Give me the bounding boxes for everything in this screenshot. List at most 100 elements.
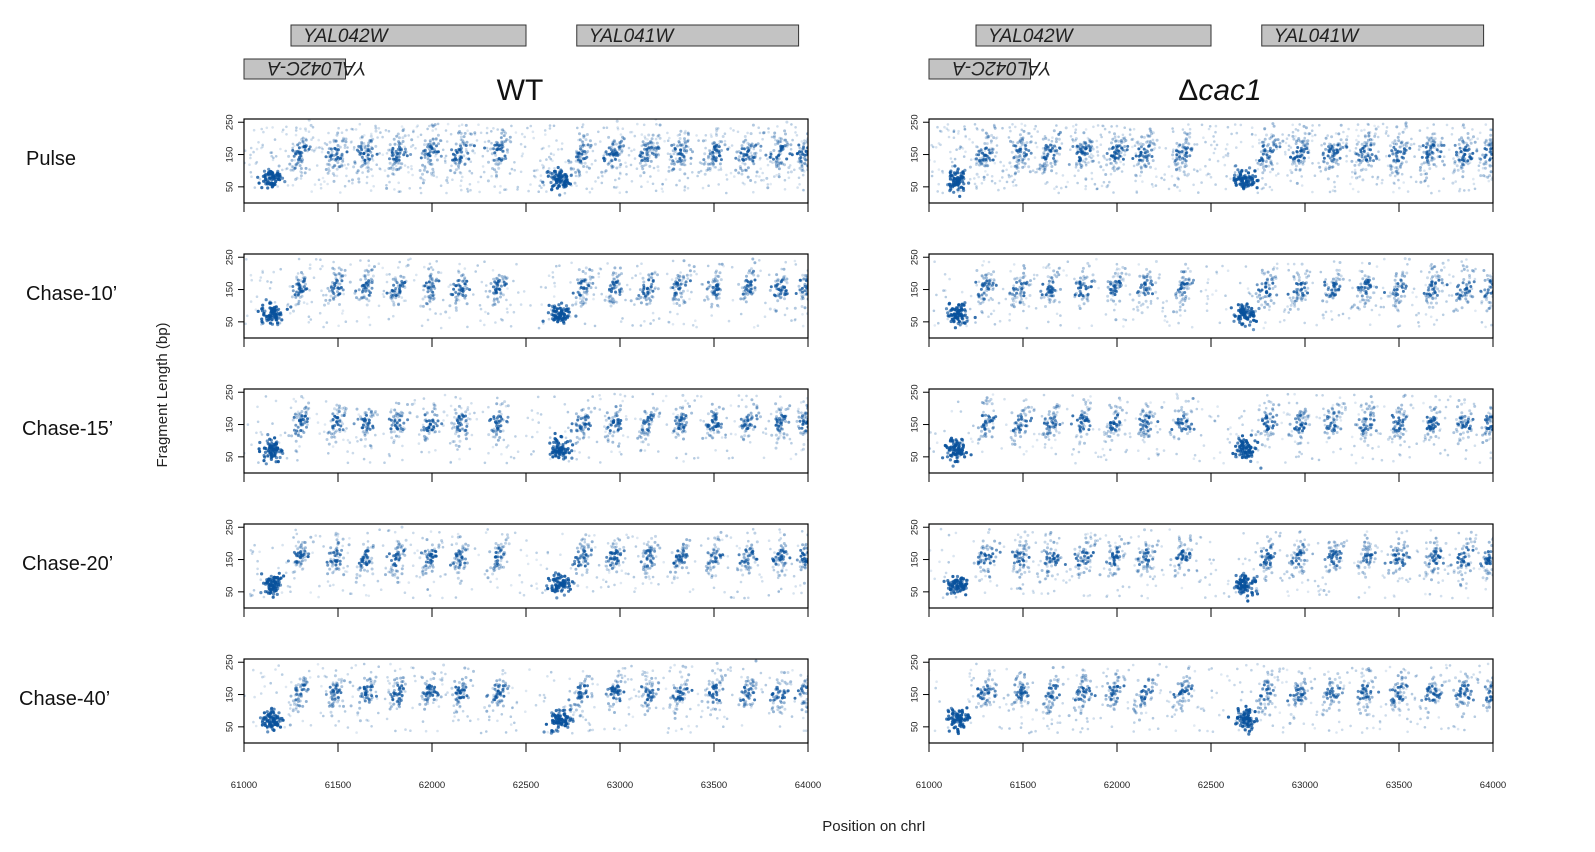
data-point <box>743 135 747 138</box>
data-point <box>801 188 805 192</box>
data-point <box>276 175 280 179</box>
data-point <box>542 166 545 170</box>
data-point <box>803 293 807 297</box>
data-point <box>1301 141 1305 145</box>
data-point <box>433 123 437 127</box>
data-point <box>269 169 273 174</box>
data-point <box>294 163 298 167</box>
data-point <box>338 303 341 306</box>
data-point <box>606 262 609 265</box>
data-point <box>747 292 751 295</box>
data-point <box>449 283 452 287</box>
data-point <box>1458 146 1462 150</box>
data-point <box>666 131 669 135</box>
data-point <box>1489 142 1493 146</box>
data-point <box>719 158 723 162</box>
data-point <box>352 148 356 151</box>
data-point <box>332 297 335 301</box>
data-point <box>779 140 783 144</box>
data-point <box>647 278 650 282</box>
data-point <box>309 123 313 127</box>
data-point <box>1294 135 1297 138</box>
data-point <box>582 296 586 300</box>
data-point <box>366 161 370 165</box>
data-point <box>786 171 790 174</box>
data-point <box>997 188 1000 192</box>
data-point <box>460 146 463 150</box>
data-point <box>1012 144 1016 147</box>
data-point <box>1374 304 1378 307</box>
data-point <box>804 149 808 153</box>
data-point <box>1084 162 1088 165</box>
data-point <box>1212 151 1216 155</box>
data-point <box>703 172 707 176</box>
data-point <box>579 301 583 305</box>
data-point <box>394 149 398 153</box>
data-point <box>1015 149 1019 153</box>
data-point <box>290 295 294 299</box>
data-point <box>301 158 304 162</box>
data-point <box>540 303 543 306</box>
data-point <box>1185 287 1189 291</box>
data-point <box>551 159 554 163</box>
data-point <box>1341 141 1345 144</box>
data-point <box>576 290 580 294</box>
data-point <box>1117 135 1120 139</box>
data-point <box>1045 160 1048 164</box>
data-point <box>588 275 592 279</box>
data-point <box>651 289 655 293</box>
data-point <box>430 282 434 286</box>
data-point <box>1053 187 1056 190</box>
data-point <box>1395 154 1399 158</box>
data-point <box>638 288 642 292</box>
data-point <box>392 157 396 161</box>
data-point <box>307 147 311 151</box>
data-point <box>676 276 680 280</box>
data-point <box>593 142 597 146</box>
data-point <box>779 161 783 165</box>
data-point <box>671 298 675 302</box>
data-point <box>498 191 502 194</box>
data-point <box>1404 148 1408 152</box>
data-point <box>1328 142 1331 146</box>
data-point <box>1477 169 1481 172</box>
data-point <box>643 157 647 161</box>
data-point <box>651 141 655 145</box>
data-point <box>985 142 989 146</box>
data-point <box>410 167 413 171</box>
data-point <box>1130 138 1133 141</box>
data-point <box>1045 145 1049 149</box>
data-point <box>1095 187 1099 191</box>
data-point <box>1411 291 1414 294</box>
data-point <box>328 140 332 144</box>
data-point <box>1287 148 1291 152</box>
data-point <box>1453 168 1456 171</box>
data-point <box>1233 123 1237 126</box>
data-point <box>307 130 311 133</box>
data-point <box>774 309 778 313</box>
data-point <box>608 153 612 157</box>
data-point <box>1399 141 1403 145</box>
data-point <box>375 152 379 156</box>
data-point <box>766 157 769 161</box>
data-point <box>509 140 513 144</box>
data-point <box>1461 138 1464 141</box>
data-point <box>1371 175 1374 179</box>
data-point <box>355 171 359 175</box>
data-point <box>476 264 480 267</box>
gene-box <box>290 24 527 47</box>
data-point <box>1132 127 1136 131</box>
data-point <box>551 275 555 279</box>
data-point <box>1357 175 1360 179</box>
data-point <box>297 299 301 303</box>
data-point <box>258 279 262 282</box>
y-tick-label: 250 <box>910 114 921 130</box>
data-point <box>281 130 284 134</box>
data-point <box>1296 138 1300 142</box>
data-point <box>1322 156 1326 160</box>
data-point <box>403 147 407 151</box>
data-point <box>1099 143 1103 146</box>
data-point <box>1007 175 1011 179</box>
data-point <box>1086 136 1090 140</box>
data-point <box>671 159 675 163</box>
